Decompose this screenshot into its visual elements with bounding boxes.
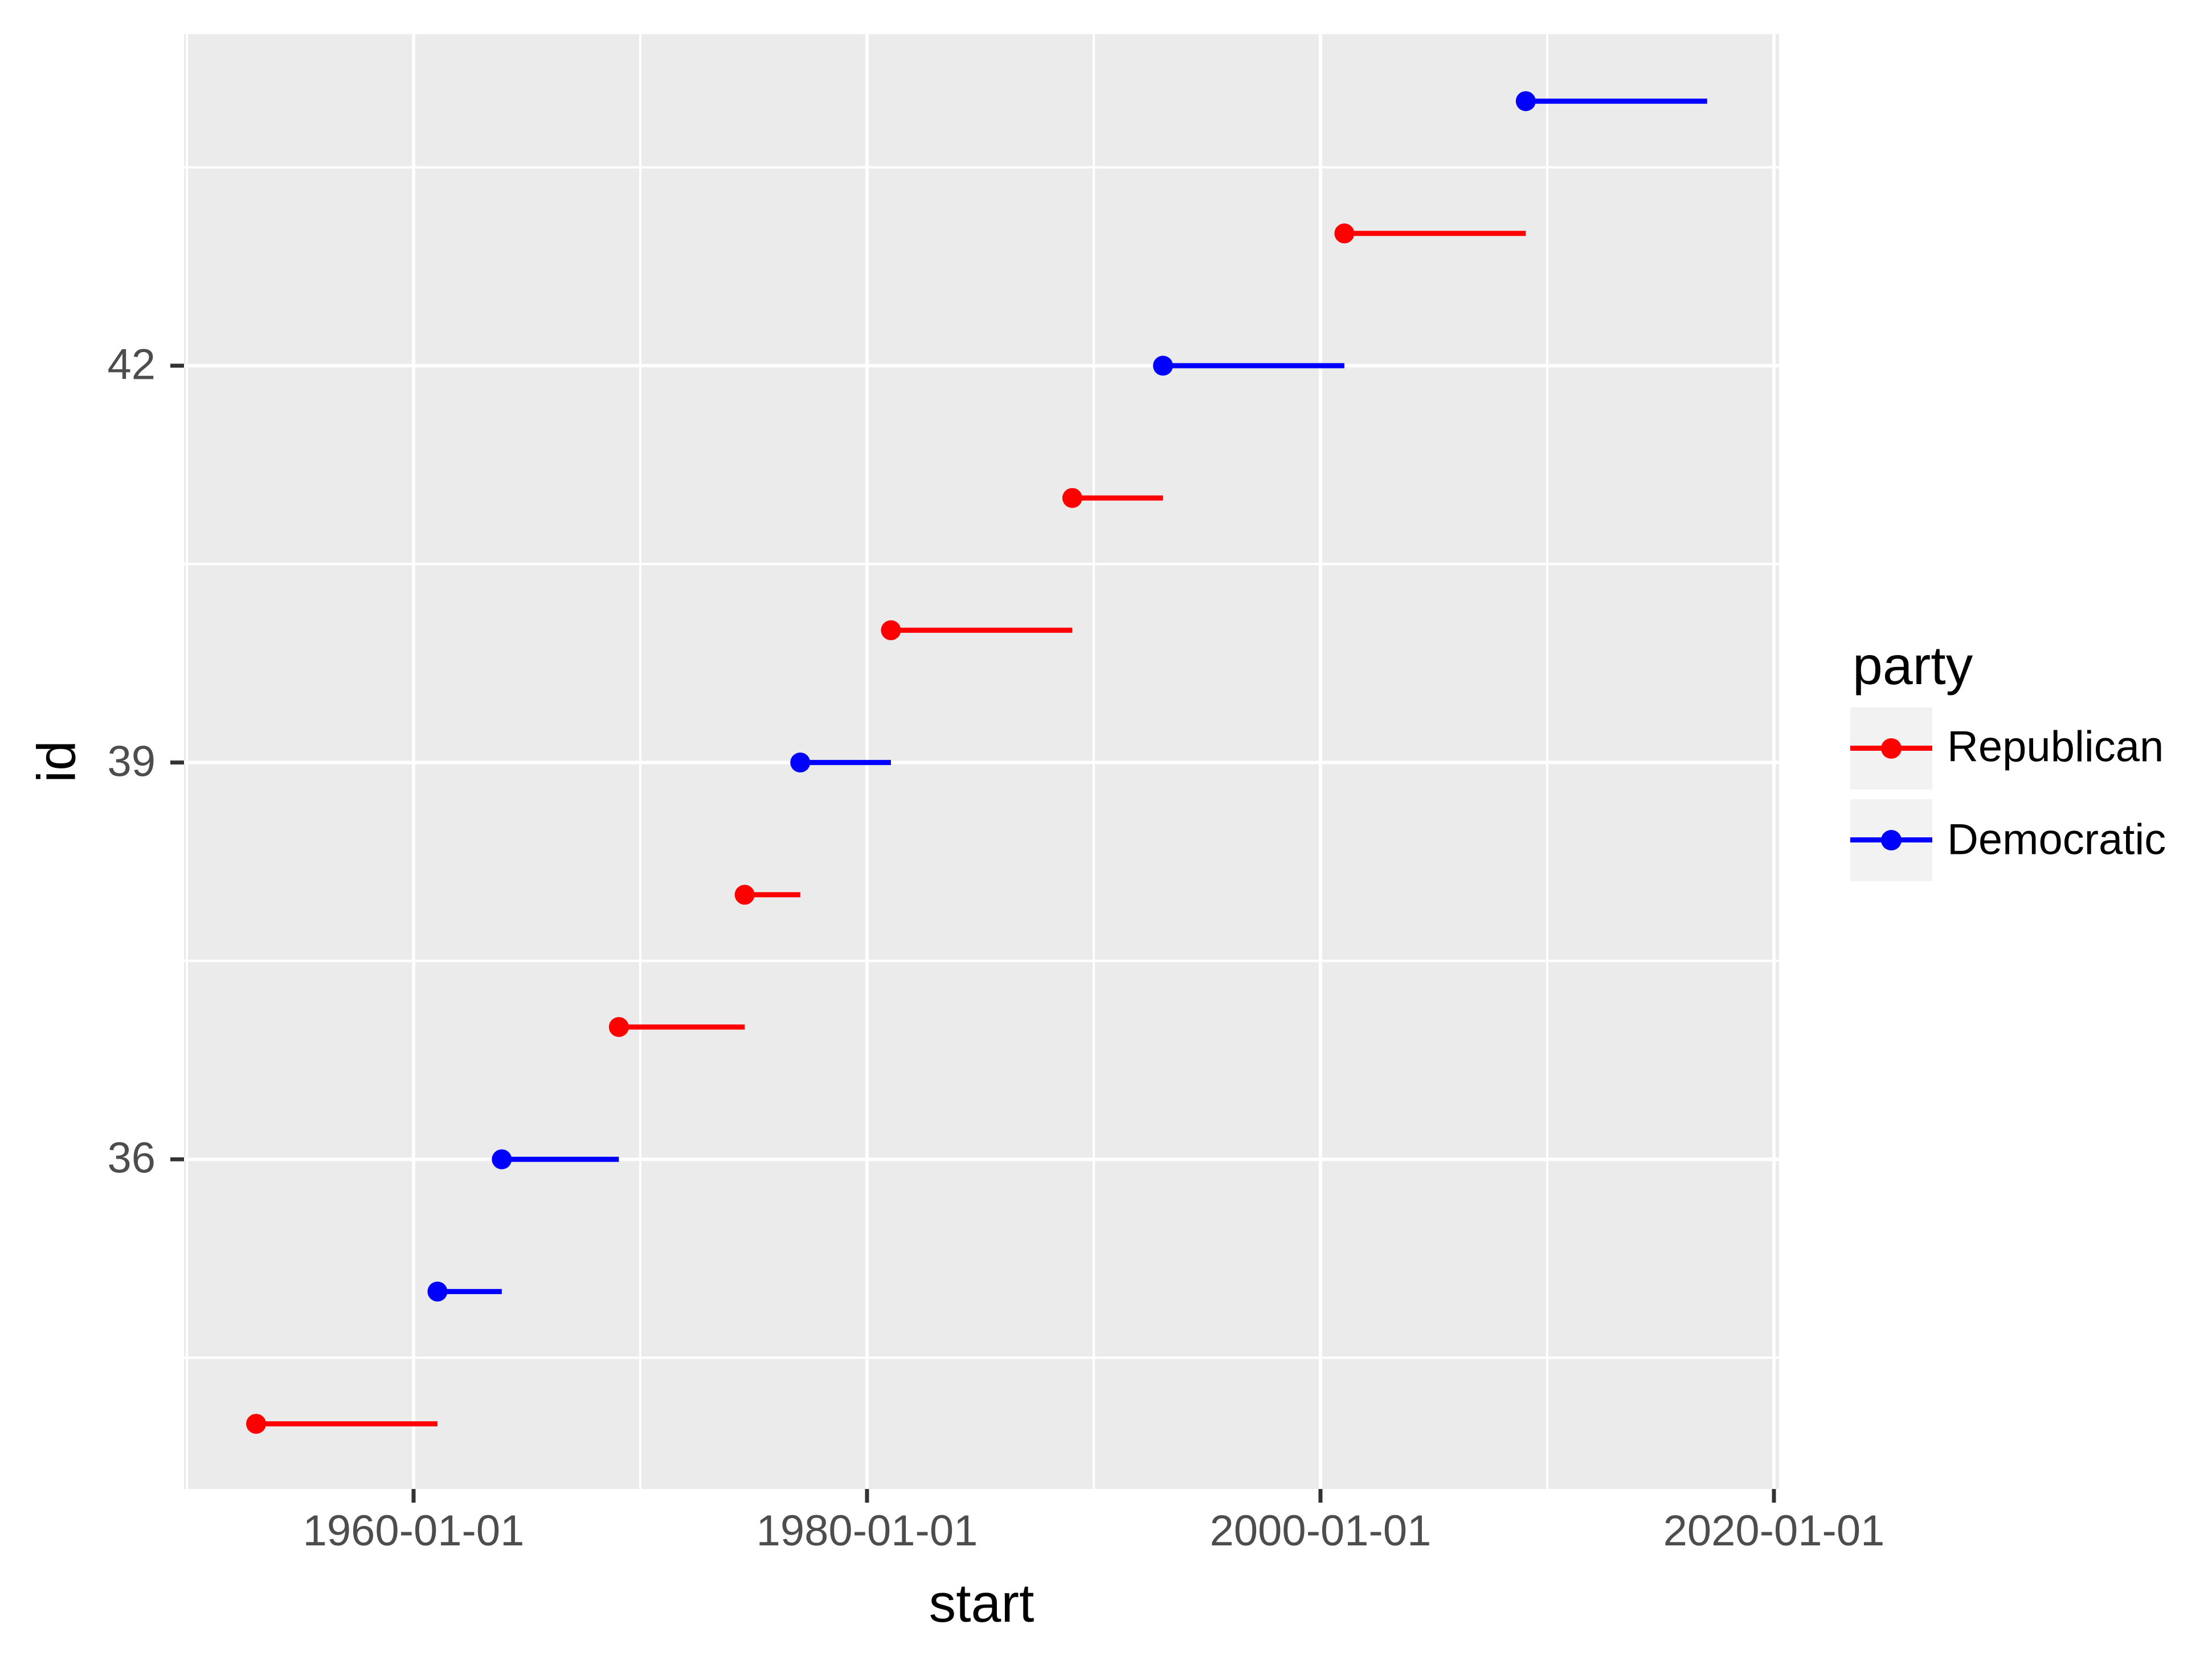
term-start-point-id-44 <box>1515 91 1536 112</box>
y-tick-label-42: 42 <box>107 340 156 389</box>
y-tick-label-39: 39 <box>107 737 156 786</box>
x-tick-label-1960: 1960-01-01 <box>302 1507 525 1555</box>
term-start-point-id-37 <box>608 1017 629 1037</box>
legend-key-republican <box>1850 707 1932 789</box>
y-axis-title: id <box>26 741 87 783</box>
legend-label-democratic: Democratic <box>1947 815 2166 864</box>
y-tick-label-36: 36 <box>107 1134 156 1183</box>
term-start-point-id-35 <box>427 1281 448 1302</box>
term-start-point-id-42 <box>1153 355 1174 376</box>
legend-label-republican: Republican <box>1947 722 2164 771</box>
legend-point-swatch-democratic <box>1881 830 1902 850</box>
term-start-point-id-40 <box>881 620 901 640</box>
x-tick-label-1980: 1980-01-01 <box>756 1507 978 1555</box>
x-tick-label-2000: 2000-01-01 <box>1209 1507 1432 1555</box>
term-start-point-id-43 <box>1334 223 1355 244</box>
legend-key-democratic <box>1850 799 1932 881</box>
term-start-point-id-34 <box>246 1414 267 1434</box>
term-start-point-id-39 <box>790 752 811 773</box>
x-tick-label-2020: 2020-01-01 <box>1663 1507 1885 1555</box>
x-axis-title: start <box>929 1573 1035 1634</box>
term-start-point-id-41 <box>1062 488 1082 508</box>
legend-point-swatch-republican <box>1881 738 1902 759</box>
term-start-point-id-36 <box>492 1149 512 1169</box>
legend-title: party <box>1853 636 1973 696</box>
term-start-point-id-38 <box>734 885 755 905</box>
